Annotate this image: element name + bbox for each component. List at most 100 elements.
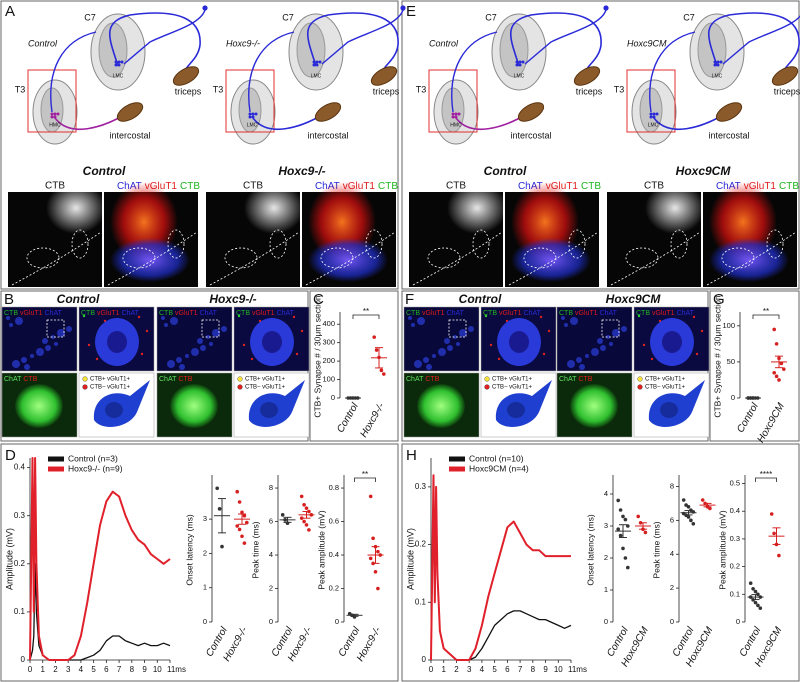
- y-tick-label: 0.2: [415, 540, 427, 549]
- x-tick-label: 5: [91, 665, 96, 674]
- data-point: [299, 494, 304, 499]
- synapse-signal: [650, 357, 654, 361]
- y-axis-label: CTB+ Synapse # / 30μm section: [312, 295, 322, 418]
- motor-neuron: [652, 115, 656, 119]
- data-point: [616, 498, 620, 503]
- pool-outline: [625, 247, 659, 269]
- data-point: [235, 524, 239, 528]
- x-tick-label: Hoxc9-/-: [358, 401, 387, 440]
- channel-label: CTB: [243, 181, 263, 192]
- y-tick-label: 0: [736, 617, 740, 626]
- target-label: triceps: [576, 86, 603, 96]
- data-point: [304, 523, 309, 527]
- data-point: [621, 546, 625, 551]
- synapse-signal: [295, 352, 299, 356]
- cell-signal: [609, 342, 613, 346]
- channel-label: vGluT1: [97, 310, 120, 317]
- channel-label: vGluT1: [252, 310, 275, 317]
- schematic: Hoxc9CM C7 T3 LMC LMC* triceps intercostal: [614, 12, 800, 145]
- target-label: intercostal: [510, 130, 551, 140]
- y-tick-label: 3: [203, 514, 207, 523]
- channel-label: CTB: [178, 376, 192, 383]
- pool-outline: [320, 247, 354, 269]
- x-tick-label: 0: [28, 665, 33, 674]
- data-point: [772, 531, 776, 536]
- x-tick-label: 2: [454, 665, 459, 674]
- panel-g-frame: [709, 290, 800, 442]
- cell-signal: [42, 338, 48, 344]
- sensory-axon: [123, 9, 206, 65]
- y-tick-label: 100: [322, 375, 335, 384]
- descending-axon: [649, 31, 696, 113]
- ctb-signal: [46, 182, 106, 234]
- synapse-signal: [539, 315, 543, 319]
- neuron: [417, 384, 465, 428]
- synapse-signal: [642, 343, 646, 347]
- y-tick-label: 0.4: [329, 550, 339, 559]
- channel-label: vGluT1: [20, 310, 43, 317]
- data-point: [623, 517, 628, 522]
- cell-signal: [411, 323, 415, 327]
- channel-labels: CTB vGluT1 ChAT: [4, 310, 63, 317]
- y-axis-label: Peak time (ms): [250, 521, 260, 578]
- nucleus: [260, 402, 278, 418]
- cell-signal: [567, 360, 575, 368]
- x-tick-label: 1: [442, 665, 447, 674]
- cell-signal: [459, 329, 467, 337]
- motor-neuron: [318, 60, 322, 64]
- y-tick-label: 0.6: [329, 517, 339, 526]
- motor-neuron: [251, 115, 255, 119]
- legend-marker: [82, 384, 88, 390]
- legend-label: CTB− vGluT1+: [492, 385, 533, 391]
- data-point: [686, 505, 691, 509]
- legend-swatch: [449, 456, 465, 462]
- data-point: [777, 553, 781, 558]
- channel-labels: CTB vGluT1 ChAT: [483, 310, 542, 317]
- motor-neuron: [649, 112, 653, 116]
- cord-outline: [11, 231, 102, 286]
- condition-label: Control: [429, 38, 459, 48]
- data-point: [772, 327, 776, 332]
- segment-label: T3: [15, 84, 26, 94]
- data-point: [774, 374, 779, 379]
- motor-neuron: [114, 60, 118, 64]
- synapse-signal: [484, 314, 488, 318]
- sensory-neuron: [202, 5, 208, 11]
- channel-label: CTB: [644, 181, 664, 192]
- motor-neuron: [716, 60, 720, 64]
- synapse-signal: [140, 352, 144, 356]
- data-point: [235, 489, 239, 494]
- channel-labels: ChAT CTB: [406, 376, 440, 383]
- nucleus: [509, 331, 529, 353]
- legend-label: CTB+ vGluT1+: [245, 377, 286, 383]
- motor-neuron: [518, 63, 522, 67]
- cell-signal: [221, 326, 227, 332]
- nucleus: [507, 402, 525, 418]
- x-tick-label: 4: [79, 665, 84, 674]
- micrograph-title: Control: [83, 164, 126, 178]
- channel-label: CTB: [483, 310, 497, 317]
- legend-label: CTB− vGluT1+: [245, 385, 286, 391]
- pool-outline: [523, 247, 557, 269]
- legend-label: CTB− vGluT1+: [90, 385, 131, 391]
- data-point: [217, 507, 222, 511]
- descending-axon: [451, 31, 498, 113]
- data-point: [237, 500, 242, 504]
- data-point: [242, 513, 247, 518]
- cord-outline: [610, 231, 701, 286]
- x-tick-label: 2: [53, 665, 58, 674]
- x-tick-label: Control: [335, 401, 361, 435]
- cord-outline: [706, 231, 797, 286]
- x-tick-label: 7: [117, 665, 122, 674]
- channel-label: vGluT1: [499, 310, 522, 317]
- pool-outline: [568, 229, 586, 259]
- cell-signal: [212, 329, 220, 337]
- data-point: [681, 498, 686, 502]
- muscle: [517, 102, 545, 122]
- axon: [307, 12, 399, 76]
- nucleus: [662, 331, 682, 353]
- y-tick-label: 0.1: [415, 597, 427, 606]
- cell-signal: [191, 348, 199, 356]
- channel-labels: ChAT CTB: [4, 376, 38, 383]
- cell-signal: [209, 342, 213, 346]
